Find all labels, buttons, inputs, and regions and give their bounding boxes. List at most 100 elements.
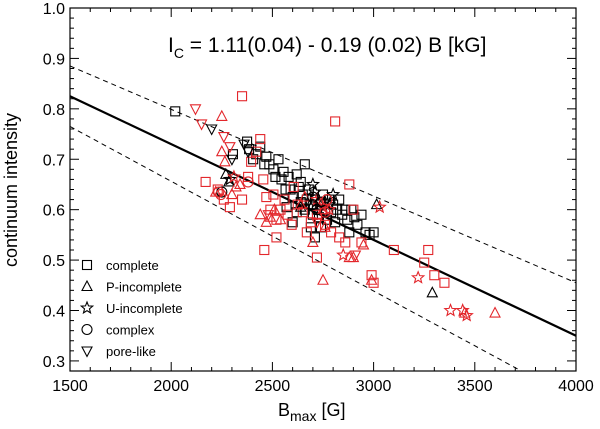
P-incomplete-red-point [357, 238, 370, 250]
P-incomplete-black-point [294, 200, 307, 212]
P-incomplete-red-point [254, 208, 267, 220]
legend: complete P-incomplete U-incomplete complex p… [79, 258, 183, 359]
y-tick-label: 0.3 [43, 354, 65, 371]
legend-P-incomplete-label: P-incomplete [106, 280, 182, 295]
complete-black-point [287, 217, 298, 228]
complete-black-point [283, 171, 294, 182]
U-incomplete-black-point [325, 187, 341, 201]
complete-red-point [301, 227, 312, 238]
complete-red-point [251, 146, 262, 157]
P-incomplete-red-point [264, 210, 277, 222]
x-tick-label: 3000 [356, 378, 392, 395]
complete-red-point [429, 270, 440, 281]
y-tick-label: 0.8 [43, 102, 65, 119]
U-incomplete-black-point [307, 184, 323, 199]
P-incomplete-black-point [306, 197, 319, 210]
x-axis-label: Bmax [G] [278, 400, 345, 424]
x-tick-label: 2000 [153, 378, 189, 395]
U-incomplete-black-point [305, 176, 321, 191]
legend-complex-marker [81, 323, 93, 336]
complete-red-point [236, 91, 248, 102]
y-tick-label: 0.4 [43, 304, 65, 321]
complete-red-point [279, 194, 290, 205]
complete-black-point [340, 204, 351, 215]
legend-P-incomplete-marker [81, 279, 93, 292]
complete-red-point [439, 277, 450, 288]
complete-red-point [423, 244, 434, 256]
P-incomplete-red-point [319, 220, 331, 232]
complete-red-point [356, 237, 367, 248]
complete-black-point [334, 194, 345, 205]
complex-black-point [315, 196, 327, 208]
title-rest: = 1.11(0.04) - 0.19 (0.02) B [kG] [184, 34, 487, 57]
x-tick-label: 3500 [457, 378, 493, 395]
complete-red-point [236, 194, 248, 205]
x-axis-label-sub: max [290, 408, 316, 424]
y-tick-label: 1.0 [43, 1, 65, 18]
complex-red-point [213, 186, 225, 198]
P-incomplete-red-point [215, 109, 228, 121]
complete-red-point [388, 244, 399, 256]
P-incomplete-red-point [458, 306, 471, 318]
complex-black-point [307, 191, 319, 203]
pore-like-black-point [238, 139, 250, 151]
pore-like-black-point [205, 124, 218, 136]
complete-black-point [330, 217, 341, 228]
legend-complex-label: complex [106, 323, 155, 338]
title-sub: C [174, 45, 184, 61]
pore-like-red-point [195, 119, 208, 131]
complete-black-point [276, 174, 287, 185]
P-incomplete-red-point [215, 145, 228, 157]
U-incomplete-black-point [321, 197, 337, 211]
complete-black-point [368, 227, 379, 238]
y-tick-label: 0.9 [43, 51, 65, 68]
complete-red-point [340, 237, 351, 248]
pore-like-red-point [223, 142, 236, 154]
P-incomplete-red-point [218, 155, 231, 167]
title-main: I [168, 34, 174, 57]
pore-like-red-point [311, 217, 323, 229]
P-incomplete-red-point [274, 213, 287, 225]
complete-red-point [288, 181, 299, 193]
x-tick-label: 4000 [558, 378, 594, 395]
complete-red-point [246, 156, 257, 167]
complete-black-point [261, 151, 272, 162]
legend-U-incomplete-marker [79, 300, 95, 315]
legend-U-incomplete-label: U-incomplete [106, 301, 183, 316]
legend-complete-label: complete [106, 258, 159, 273]
x-tick-label: 1500 [52, 378, 88, 395]
complex-red-point [319, 206, 331, 218]
complete-red-point [224, 202, 235, 213]
complete-red-point [261, 192, 272, 203]
P-incomplete-red-point [306, 235, 319, 247]
U-incomplete-red-point [459, 308, 474, 322]
complete-red-point [282, 209, 293, 220]
complete-red-point [311, 252, 322, 263]
y-axis-label: continuum intensity [1, 113, 21, 267]
complete-red-point [311, 209, 322, 220]
complete-black-point [227, 149, 238, 160]
x-axis-label-main: B [278, 400, 290, 420]
pore-like-red-point [262, 210, 275, 222]
complete-red-point [297, 207, 308, 218]
complete-red-point [348, 204, 359, 215]
complete-red-point [286, 219, 297, 230]
complex-red-point [321, 194, 333, 206]
complete-red-point [344, 179, 355, 190]
complete-black-point [242, 136, 253, 147]
legend-pore-like-label: pore-like [106, 344, 156, 359]
complete-red-point [366, 270, 377, 281]
complete-black-point [268, 164, 279, 175]
pore-like-black-point [242, 147, 255, 159]
complete-red-point [419, 257, 430, 268]
complete-black-point [170, 106, 181, 117]
axis-ticks-layer: 1500 2000 2500 3000 3500 4000 0.3 0.4 0.5 0.6 0.7 0… [43, 1, 594, 395]
complete-red-point [258, 174, 269, 185]
complete-red-point [243, 171, 254, 182]
P-incomplete-red-point [298, 190, 311, 202]
x-axis-label-rest: [G] [316, 400, 345, 420]
legend-pore-like-marker [81, 346, 93, 358]
pore-like-red-point [349, 250, 362, 262]
x-tick-label: 2500 [255, 378, 291, 395]
legend-complete-marker [81, 259, 93, 271]
